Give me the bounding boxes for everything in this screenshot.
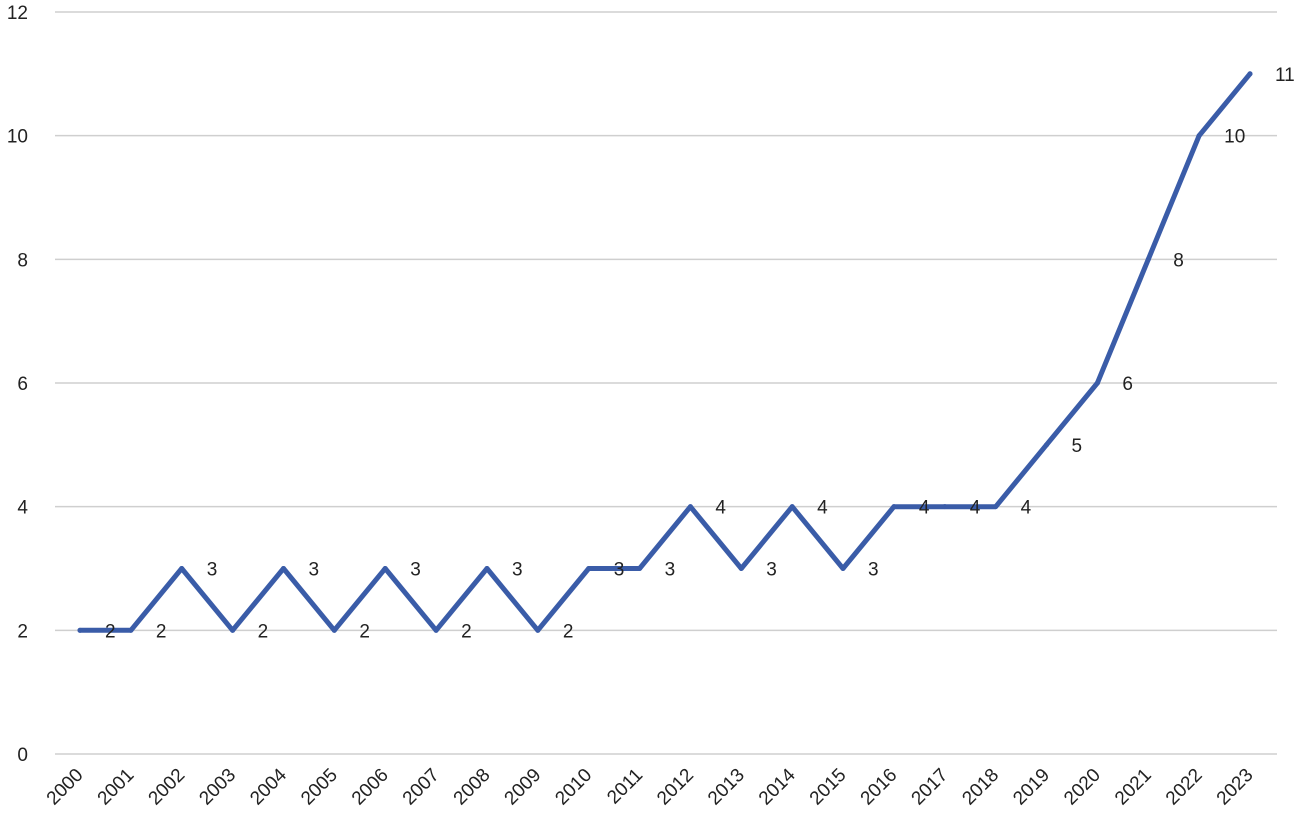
x-tick-label: 2014 [755,764,800,809]
data-point [535,627,541,633]
data-label: 10 [1224,127,1245,148]
data-label: 3 [308,560,319,581]
x-tick-label: 2009 [501,765,546,810]
x-tick-label: 2006 [348,765,393,810]
data-label: 6 [1122,374,1133,395]
data-point [128,627,134,633]
x-tick-label: 2011 [603,765,647,809]
data-label: 2 [359,621,370,642]
x-tick-label: 2021 [1111,765,1156,810]
data-label: 2 [156,621,167,642]
y-axis-ticks: 0 2 4 6 8 10 12 [7,3,29,766]
data-label: 3 [766,560,777,581]
y-tick-label: 6 [17,374,28,395]
data-label: 2 [105,621,116,642]
data-point [77,627,83,633]
series-group [77,71,1253,633]
y-tick-label: 12 [7,3,28,24]
data-label: 8 [1173,250,1184,271]
x-tick-label: 2007 [399,765,444,810]
data-point [1196,133,1202,139]
data-label: 2 [563,621,574,642]
data-label: 11 [1275,65,1295,86]
data-point [331,627,337,633]
data-point [1044,442,1050,448]
x-tick-label: 2012 [653,765,698,810]
data-label: 4 [919,498,930,519]
data-point [1247,71,1253,77]
data-point [280,566,286,571]
data-point [230,627,236,633]
data-point [891,504,897,510]
x-tick-label: 2013 [704,765,749,810]
x-tick-label: 2004 [246,764,291,809]
x-tick-label: 2001 [94,765,139,810]
data-label: 5 [1072,436,1083,457]
x-tick-label: 2019 [1009,765,1054,810]
data-point [942,504,948,510]
x-tick-label: 2005 [297,765,342,810]
data-label: 3 [665,560,676,581]
data-point [1145,256,1151,262]
y-tick-label: 2 [17,621,28,642]
data-label: 3 [207,560,218,581]
x-tick-label: 2015 [806,765,851,810]
x-tick-label: 2008 [450,765,495,810]
data-label: 4 [970,498,981,519]
y-tick-label: 4 [17,498,28,519]
x-axis-ticks: 2000 2001 2002 2003 2004 2005 2006 2007 2008 2009… [43,764,1258,809]
data-label: 3 [410,560,421,581]
x-tick-label: 2010 [551,765,596,810]
data-point [433,627,439,633]
x-tick-label: 2020 [1060,765,1105,810]
data-point [993,504,999,510]
data-label: 3 [868,560,879,581]
data-point [484,566,490,571]
data-point [637,566,643,571]
data-label: 2 [258,621,269,642]
y-tick-label: 10 [7,127,28,148]
x-tick-label: 2002 [145,765,190,810]
y-tick-label: 8 [17,250,28,271]
data-label: 2 [461,621,472,642]
data-point [382,566,388,571]
data-point [179,566,185,571]
data-point [840,566,846,571]
data-label: 3 [512,560,523,581]
y-tick-label: 0 [17,745,28,766]
data-point [789,504,795,510]
data-labels: 2 2 3 2 3 2 3 2 3 2 3 3 4 3 4 3 4 4 4 5 6 8 10 11 [105,65,1295,642]
data-label: 3 [614,560,625,581]
x-tick-label: 2003 [195,765,240,810]
gridlines [55,11,1277,755]
data-point [586,566,592,571]
x-tick-label: 2016 [857,765,902,810]
x-tick-label: 2017 [908,765,953,810]
data-point [738,566,744,571]
x-tick-label: 2000 [43,765,88,810]
x-tick-label: 2023 [1213,765,1258,810]
x-tick-label: 2018 [958,765,1003,810]
data-label: 4 [817,498,828,519]
x-tick-label: 2022 [1162,765,1207,810]
series-line [77,71,1253,633]
data-label: 4 [715,498,726,519]
data-point [687,504,693,510]
data-label: 4 [1021,498,1032,519]
data-point [1094,380,1100,386]
